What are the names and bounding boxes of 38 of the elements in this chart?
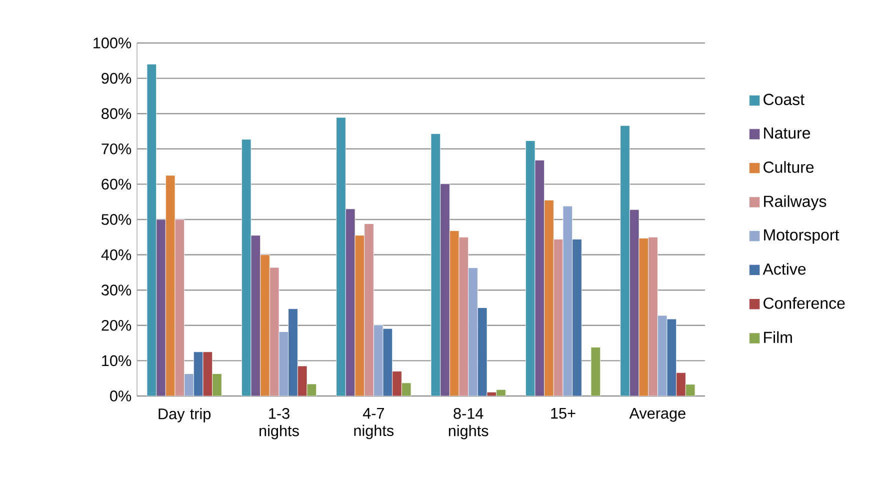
bar <box>553 239 564 396</box>
bar <box>458 236 469 396</box>
bar <box>648 236 658 396</box>
bar <box>364 224 374 396</box>
y-tick-label: 90% <box>102 72 132 84</box>
bar <box>638 238 649 396</box>
bar <box>449 230 460 396</box>
x-tick-label: 1-3 nights <box>260 408 299 440</box>
x-tick-label: 15+ <box>551 408 576 419</box>
bar <box>165 175 176 396</box>
y-tick-label: 10% <box>102 355 132 366</box>
legend-label: Culture <box>764 161 814 173</box>
bar <box>590 347 601 396</box>
y-tick-label: 50% <box>102 214 132 225</box>
bar <box>260 254 270 396</box>
bar <box>269 267 280 396</box>
legend-label: Active <box>762 263 806 275</box>
y-tick-label: 70% <box>102 143 132 154</box>
legend-label: Conference <box>764 297 845 309</box>
y-tick-label: 100% <box>94 38 132 48</box>
y-tick-label: 60% <box>102 178 132 190</box>
legend-label: Railways <box>764 195 826 210</box>
bar <box>354 235 365 396</box>
legend-label: Motorsport <box>764 229 840 244</box>
y-tick-label: 0% <box>110 390 132 402</box>
y-tick-label: 20% <box>102 320 132 331</box>
legend-label: Nature <box>764 128 810 139</box>
bar <box>174 219 185 396</box>
bar <box>544 200 554 396</box>
x-tick-label: Day trip <box>158 408 211 422</box>
x-tick-label: Average <box>629 408 686 422</box>
y-tick-label: 30% <box>102 284 132 296</box>
y-tick-label: 40% <box>101 249 132 260</box>
y-tick-label: 80% <box>102 108 132 120</box>
x-tick-label: 8-14 nights <box>448 408 488 440</box>
x-tick-label: 4-7 nights <box>354 408 394 440</box>
legend-label: Coast <box>764 94 804 106</box>
legend-label: Film <box>764 331 792 343</box>
